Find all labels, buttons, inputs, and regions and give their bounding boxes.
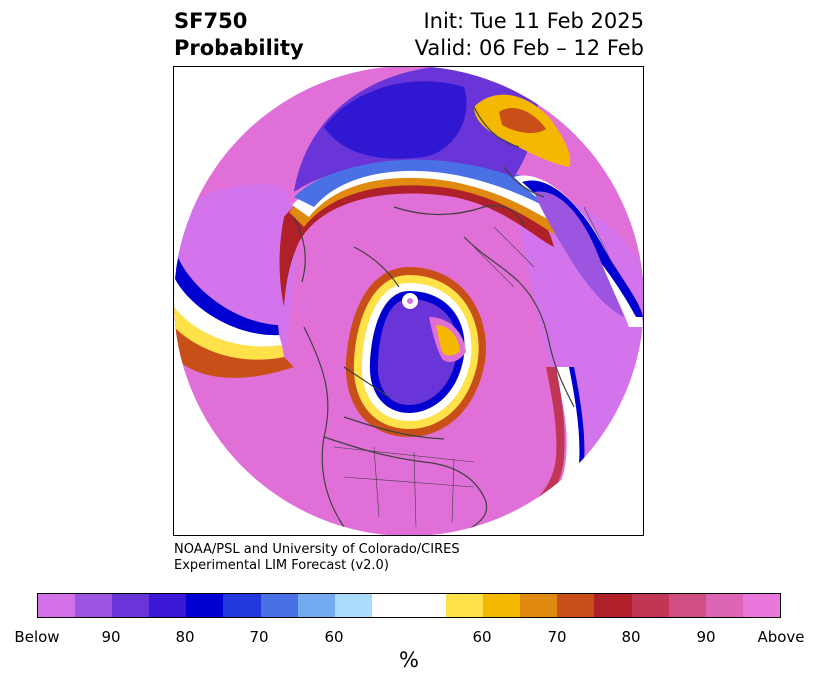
colorbar-segment — [631, 594, 669, 617]
hudson-warm-ring — [436, 325, 460, 356]
west-edge-red — [174, 307, 294, 378]
arctic-below-core — [324, 81, 467, 159]
canada-pole-center — [407, 298, 413, 304]
colorbar-segment — [112, 594, 150, 617]
colorbar-tick-label: 70 — [249, 628, 269, 646]
east-arm-blue — [522, 180, 643, 317]
colorbar-tick-label: 80 — [621, 628, 641, 646]
west-edge-blue — [174, 237, 279, 336]
colorbar-segment — [668, 594, 706, 617]
credit-block: NOAA/PSL and University of Colorado/CIRE… — [174, 542, 460, 574]
colorbar-segment — [705, 594, 743, 617]
colorbar-tick-label: 60 — [324, 628, 344, 646]
east-arm-white — [514, 175, 643, 327]
colorbar-segment — [557, 594, 595, 617]
colorbar-segment — [260, 594, 298, 617]
probability-map — [174, 67, 643, 535]
west-edge-white — [174, 267, 282, 347]
ne-warm-core — [499, 108, 546, 134]
colorbar-segment — [297, 594, 335, 617]
colorbar-segment — [446, 594, 484, 617]
valid-range: Valid: 06 Feb – 12 Feb — [414, 36, 644, 60]
colorbar-tick-label: 90 — [101, 628, 121, 646]
map-frame — [173, 66, 644, 536]
colorbar-tick-label: 70 — [547, 628, 567, 646]
arctic-band-dark-red — [279, 171, 554, 307]
colorbar-segment — [149, 594, 187, 617]
colorbar-segment — [223, 594, 261, 617]
colorbar-segment — [520, 594, 558, 617]
credit-line-1: NOAA/PSL and University of Colorado/CIRE… — [174, 542, 460, 557]
west-edge-below — [174, 207, 278, 325]
variable-title: SF750 — [174, 9, 248, 33]
colorbar-segment — [38, 594, 76, 617]
title-block: SF750 Probability — [174, 8, 304, 62]
east-edge-red — [514, 367, 565, 522]
colorbar-tick-label: Below — [14, 628, 60, 646]
west-edge-yellow — [174, 292, 284, 360]
colorbar-tick-label: 60 — [472, 628, 492, 646]
east-arm-purple — [534, 191, 624, 317]
colorbar-segment — [334, 594, 372, 617]
colorbar-tick-label: 80 — [175, 628, 195, 646]
colorbar-segment — [594, 594, 632, 617]
colorbar-segment — [742, 594, 780, 617]
colorbar-tick-label: 90 — [696, 628, 716, 646]
colorbar — [37, 593, 781, 618]
colorbar-segment — [186, 594, 224, 617]
date-block: Init: Tue 11 Feb 2025 Valid: 06 Feb – 12… — [415, 8, 644, 62]
init-date: Init: Tue 11 Feb 2025 — [423, 9, 644, 33]
colorbar-segment — [483, 594, 521, 617]
colorbar-unit-label: % — [399, 648, 419, 672]
map-disc — [174, 67, 643, 535]
variable-subtitle: Probability — [174, 36, 304, 60]
coastlines — [293, 86, 605, 535]
colorbar-segment — [75, 594, 113, 617]
colorbar-tick-label: Above — [757, 628, 805, 646]
colorbar-segment — [371, 594, 447, 617]
credit-line-2: Experimental LIM Forecast (v2.0) — [174, 558, 389, 573]
